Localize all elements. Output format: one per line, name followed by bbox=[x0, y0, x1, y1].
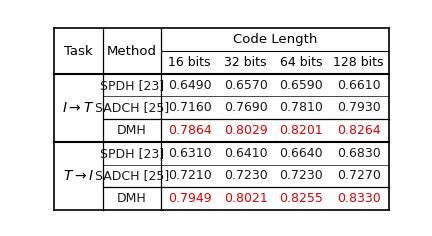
Text: 32 bits: 32 bits bbox=[224, 56, 267, 69]
Text: 0.7160: 0.7160 bbox=[168, 101, 212, 114]
Text: 0.7210: 0.7210 bbox=[168, 169, 212, 182]
Text: 0.6640: 0.6640 bbox=[279, 147, 323, 160]
Text: 0.6590: 0.6590 bbox=[279, 79, 323, 92]
Text: Method: Method bbox=[107, 45, 157, 58]
Text: 0.8021: 0.8021 bbox=[224, 192, 267, 205]
Text: 0.6570: 0.6570 bbox=[224, 79, 267, 92]
Text: 0.7230: 0.7230 bbox=[224, 169, 267, 182]
Text: DMH: DMH bbox=[117, 192, 147, 205]
Text: 0.7810: 0.7810 bbox=[279, 101, 323, 114]
Text: 0.8255: 0.8255 bbox=[279, 192, 323, 205]
Text: 0.8330: 0.8330 bbox=[337, 192, 381, 205]
Text: 0.8201: 0.8201 bbox=[279, 124, 323, 137]
Text: 0.7949: 0.7949 bbox=[168, 192, 211, 205]
Text: 0.6830: 0.6830 bbox=[337, 147, 381, 160]
Text: 0.6410: 0.6410 bbox=[224, 147, 267, 160]
Text: 0.7230: 0.7230 bbox=[279, 169, 323, 182]
Text: 0.7270: 0.7270 bbox=[337, 169, 381, 182]
Text: $I \rightarrow T$: $I \rightarrow T$ bbox=[62, 101, 95, 115]
Text: 0.8264: 0.8264 bbox=[337, 124, 381, 137]
Text: 64 bits: 64 bits bbox=[280, 56, 322, 69]
Text: 128 bits: 128 bits bbox=[334, 56, 384, 69]
Text: 0.7690: 0.7690 bbox=[224, 101, 267, 114]
Text: SADCH [25]: SADCH [25] bbox=[95, 169, 169, 182]
Text: DMH: DMH bbox=[117, 124, 147, 137]
Text: 0.8029: 0.8029 bbox=[224, 124, 267, 137]
Text: 0.6610: 0.6610 bbox=[337, 79, 381, 92]
Text: Code Length: Code Length bbox=[233, 33, 317, 46]
Text: SPDH [23]: SPDH [23] bbox=[100, 79, 164, 92]
Text: SPDH [23]: SPDH [23] bbox=[100, 147, 164, 160]
Text: 16 bits: 16 bits bbox=[168, 56, 211, 69]
Text: $T \rightarrow I$: $T \rightarrow I$ bbox=[63, 169, 94, 183]
Text: 0.6310: 0.6310 bbox=[168, 147, 211, 160]
Text: 0.6490: 0.6490 bbox=[168, 79, 211, 92]
Text: 0.7864: 0.7864 bbox=[168, 124, 212, 137]
Text: 0.7930: 0.7930 bbox=[337, 101, 381, 114]
Text: Task: Task bbox=[64, 45, 92, 58]
Text: SADCH [25]: SADCH [25] bbox=[95, 101, 169, 114]
